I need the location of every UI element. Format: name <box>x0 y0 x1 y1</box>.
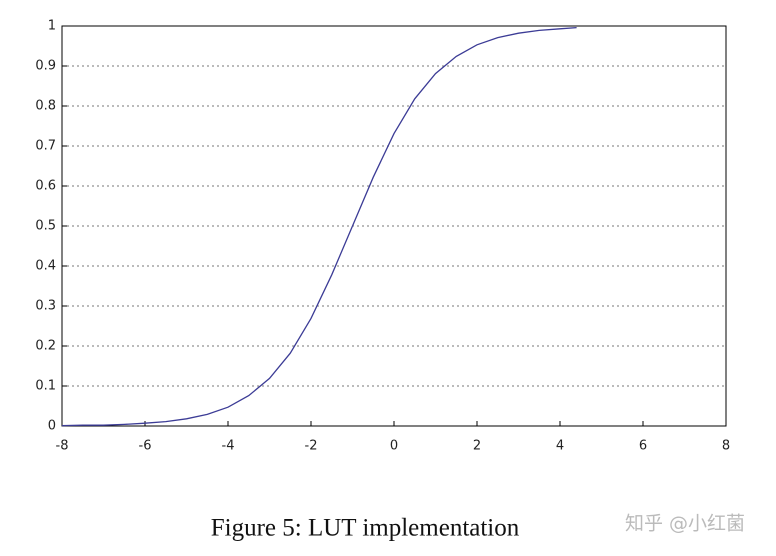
x-tick-label: 0 <box>390 439 398 454</box>
watermark: 知乎 @小红菌 <box>625 513 745 535</box>
y-tick-label: 0.1 <box>35 379 56 394</box>
x-tick-label: 2 <box>473 439 481 454</box>
y-tick-label: 0.8 <box>35 99 56 114</box>
y-tick-label: 0.9 <box>35 59 56 74</box>
y-tick-label: 0.5 <box>35 219 56 234</box>
y-tick-label: 0.2 <box>35 339 56 354</box>
y-tick-label: 0.4 <box>35 259 56 274</box>
y-tick-label: 0.3 <box>35 299 56 314</box>
caption: Figure 5: LUT implementation <box>211 515 520 542</box>
x-tick-label: 8 <box>722 439 730 454</box>
y-tick-label: 0.7 <box>35 139 56 154</box>
x-tick-label: -8 <box>56 439 69 454</box>
y-tick-label: 0 <box>48 419 56 434</box>
plot-frame <box>61 25 727 427</box>
y-tick-label: 1 <box>48 19 56 34</box>
line <box>61 26 577 427</box>
x-tick-label: -4 <box>222 439 235 454</box>
x-tick-label: -6 <box>139 439 152 454</box>
x-tick-label: -2 <box>305 439 318 454</box>
x-tick-label: 4 <box>556 439 564 454</box>
y-tick-label: 0.6 <box>35 179 56 194</box>
x-tick-label: 6 <box>639 439 647 454</box>
